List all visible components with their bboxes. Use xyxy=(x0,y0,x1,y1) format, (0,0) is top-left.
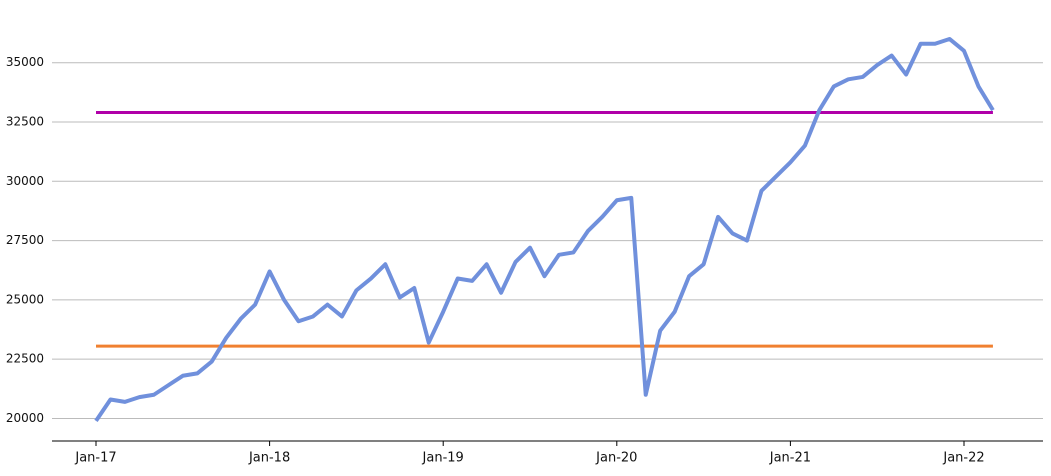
x-tick-label: Jan-17 xyxy=(74,451,116,466)
y-tick-label: 35000 xyxy=(6,55,44,69)
y-tick-label: 32500 xyxy=(6,114,44,128)
y-tick-label: 27500 xyxy=(6,233,44,247)
x-tick-label: Jan-21 xyxy=(769,451,811,466)
y-tick-label: 20000 xyxy=(6,411,44,425)
x-tick-label: Jan-18 xyxy=(248,451,290,466)
x-tick-label: Jan-20 xyxy=(595,451,637,466)
y-tick-label: 22500 xyxy=(6,352,44,366)
data-line xyxy=(94,36,995,422)
x-tick-label: Jan-22 xyxy=(942,451,984,466)
x-tick-label: Jan-19 xyxy=(422,451,464,466)
y-tick-label: 25000 xyxy=(6,292,44,306)
y-tick-label: 30000 xyxy=(6,174,44,188)
